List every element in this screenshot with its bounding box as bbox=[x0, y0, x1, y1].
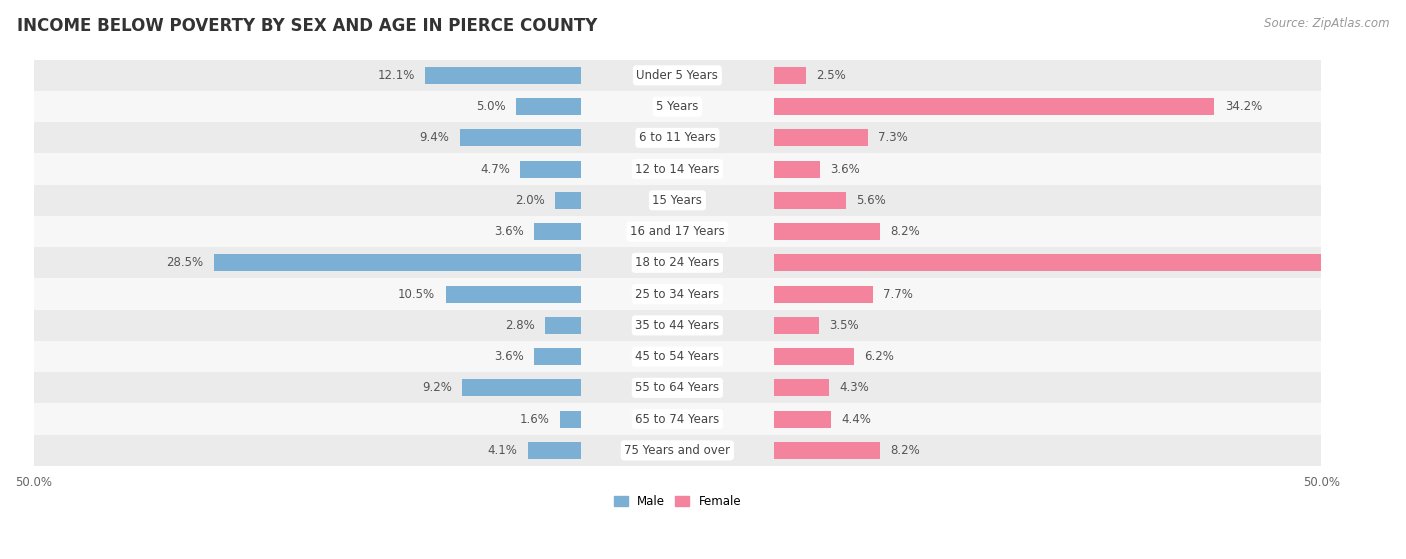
Text: 34.2%: 34.2% bbox=[1225, 100, 1263, 113]
Text: 35 to 44 Years: 35 to 44 Years bbox=[636, 319, 720, 332]
Bar bbox=[773, 348, 853, 365]
Text: 2.8%: 2.8% bbox=[505, 319, 534, 332]
Text: INCOME BELOW POVERTY BY SEX AND AGE IN PIERCE COUNTY: INCOME BELOW POVERTY BY SEX AND AGE IN P… bbox=[17, 17, 598, 35]
Text: 9.4%: 9.4% bbox=[419, 131, 450, 144]
Bar bbox=[773, 223, 880, 240]
Bar bbox=[460, 129, 581, 146]
Bar bbox=[34, 154, 1322, 184]
Bar bbox=[534, 348, 581, 365]
Text: 12.1%: 12.1% bbox=[377, 69, 415, 82]
Text: 5 Years: 5 Years bbox=[657, 100, 699, 113]
Text: 6 to 11 Years: 6 to 11 Years bbox=[638, 131, 716, 144]
Text: 2.5%: 2.5% bbox=[817, 69, 846, 82]
Text: 3.5%: 3.5% bbox=[830, 319, 859, 332]
Bar bbox=[516, 98, 581, 115]
Bar bbox=[446, 286, 581, 303]
Bar bbox=[34, 435, 1322, 466]
Bar bbox=[34, 341, 1322, 372]
Bar bbox=[529, 442, 581, 459]
Bar bbox=[34, 216, 1322, 247]
Bar bbox=[520, 160, 581, 178]
Text: 15 Years: 15 Years bbox=[652, 194, 703, 207]
Text: 7.7%: 7.7% bbox=[883, 288, 914, 301]
Text: 9.2%: 9.2% bbox=[422, 381, 451, 394]
Bar bbox=[34, 247, 1322, 278]
Text: 16 and 17 Years: 16 and 17 Years bbox=[630, 225, 724, 238]
Bar bbox=[773, 442, 880, 459]
Text: 8.2%: 8.2% bbox=[890, 444, 920, 457]
Text: 4.4%: 4.4% bbox=[841, 413, 870, 425]
Bar bbox=[773, 410, 831, 428]
Bar bbox=[34, 60, 1322, 91]
Text: 75 Years and over: 75 Years and over bbox=[624, 444, 730, 457]
Bar bbox=[773, 98, 1215, 115]
Text: 4.3%: 4.3% bbox=[839, 381, 869, 394]
Text: 10.5%: 10.5% bbox=[398, 288, 436, 301]
Text: 4.1%: 4.1% bbox=[488, 444, 517, 457]
Bar bbox=[214, 254, 581, 272]
Text: 3.6%: 3.6% bbox=[495, 225, 524, 238]
Text: 4.7%: 4.7% bbox=[479, 163, 510, 176]
Text: 6.2%: 6.2% bbox=[865, 350, 894, 363]
Text: 18 to 24 Years: 18 to 24 Years bbox=[636, 257, 720, 269]
Bar bbox=[555, 192, 581, 209]
Bar bbox=[773, 129, 868, 146]
Bar bbox=[773, 379, 830, 396]
Text: 3.6%: 3.6% bbox=[495, 350, 524, 363]
Text: 3.6%: 3.6% bbox=[831, 163, 860, 176]
Bar bbox=[425, 67, 581, 84]
Text: 49.9%: 49.9% bbox=[1362, 257, 1403, 269]
Legend: Male, Female: Male, Female bbox=[609, 490, 745, 513]
Bar bbox=[560, 410, 581, 428]
Bar bbox=[463, 379, 581, 396]
Bar bbox=[34, 372, 1322, 404]
Text: 65 to 74 Years: 65 to 74 Years bbox=[636, 413, 720, 425]
Bar bbox=[534, 223, 581, 240]
Bar bbox=[544, 317, 581, 334]
Bar bbox=[773, 317, 820, 334]
Text: 12 to 14 Years: 12 to 14 Years bbox=[636, 163, 720, 176]
Bar bbox=[34, 122, 1322, 154]
Bar bbox=[773, 254, 1406, 272]
Text: 1.6%: 1.6% bbox=[520, 413, 550, 425]
Text: 25 to 34 Years: 25 to 34 Years bbox=[636, 288, 720, 301]
Text: 5.6%: 5.6% bbox=[856, 194, 886, 207]
Text: 5.0%: 5.0% bbox=[477, 100, 506, 113]
Text: 2.0%: 2.0% bbox=[515, 194, 544, 207]
Text: 7.3%: 7.3% bbox=[879, 131, 908, 144]
Bar bbox=[773, 286, 873, 303]
Bar bbox=[773, 192, 846, 209]
Bar bbox=[34, 91, 1322, 122]
Text: Under 5 Years: Under 5 Years bbox=[637, 69, 718, 82]
Text: Source: ZipAtlas.com: Source: ZipAtlas.com bbox=[1264, 17, 1389, 30]
Bar bbox=[34, 404, 1322, 435]
Text: 45 to 54 Years: 45 to 54 Years bbox=[636, 350, 720, 363]
Text: 8.2%: 8.2% bbox=[890, 225, 920, 238]
Bar bbox=[34, 278, 1322, 310]
Bar bbox=[34, 310, 1322, 341]
Bar bbox=[773, 67, 806, 84]
Text: 55 to 64 Years: 55 to 64 Years bbox=[636, 381, 720, 394]
Bar bbox=[773, 160, 820, 178]
Bar bbox=[34, 184, 1322, 216]
Text: 28.5%: 28.5% bbox=[166, 257, 204, 269]
